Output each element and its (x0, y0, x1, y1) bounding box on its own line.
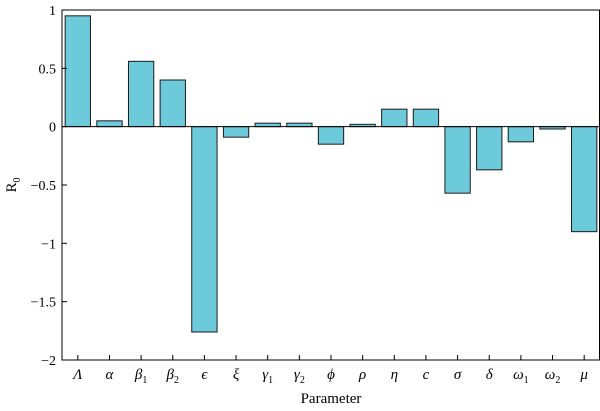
x-tick-label: ω1 (513, 367, 529, 386)
x-tick-label: β2 (166, 367, 179, 386)
x-tick-label: δ (486, 367, 494, 383)
x-tick-label: ρ (358, 367, 366, 383)
bars-group (64, 15, 598, 333)
bar-13 (476, 126, 503, 171)
x-tick-label: ϵ (201, 367, 208, 383)
bar-0 (64, 15, 91, 128)
x-axis-title: Parameter (301, 391, 362, 407)
y-tick-label: −1 (41, 237, 56, 252)
x-tick-label: γ1 (262, 367, 273, 386)
y-axis-title-subscript: 0 (12, 177, 23, 182)
bar-2 (127, 60, 155, 128)
bar-6 (254, 122, 281, 128)
y-tick-label: 0 (49, 121, 56, 136)
y-axis-title: R0 (4, 177, 23, 192)
x-tick-label: β1 (134, 367, 147, 386)
x-tick-label: α (106, 367, 115, 383)
y-axis-title-main: R (4, 182, 20, 192)
x-tick-label: μ (579, 367, 588, 383)
bar-1 (96, 120, 123, 128)
bar-12 (444, 126, 471, 194)
y-axis-ticks: 1 0.5 0 −0.5 −1 −1.5 −2 (31, 4, 67, 369)
x-tick-label: η (391, 367, 398, 383)
x-tick-label: ξ (233, 367, 240, 383)
x-tick-label: σ (454, 367, 462, 383)
y-tick-label: 1 (49, 4, 56, 19)
bar-8 (317, 126, 345, 145)
y-tick-label: −1.5 (31, 296, 56, 311)
bar-16 (571, 126, 598, 233)
bar-3 (159, 79, 186, 128)
x-tick-label: ω2 (545, 367, 561, 386)
bar-11 (412, 108, 440, 128)
bar-14 (507, 126, 535, 143)
x-tick-label: ϕ (327, 367, 335, 383)
x-tick-label: c (423, 367, 430, 383)
bar-10 (381, 108, 408, 128)
y-tick-label: 0.5 (39, 62, 57, 77)
x-tick-label: γ2 (294, 367, 305, 386)
bar-5 (222, 126, 250, 138)
y-tick-label: −2 (41, 354, 56, 369)
bar-7 (286, 122, 313, 128)
x-tick-label: Λ (71, 367, 82, 383)
y-tick-label: −0.5 (31, 179, 56, 194)
bar-4 (191, 126, 218, 333)
